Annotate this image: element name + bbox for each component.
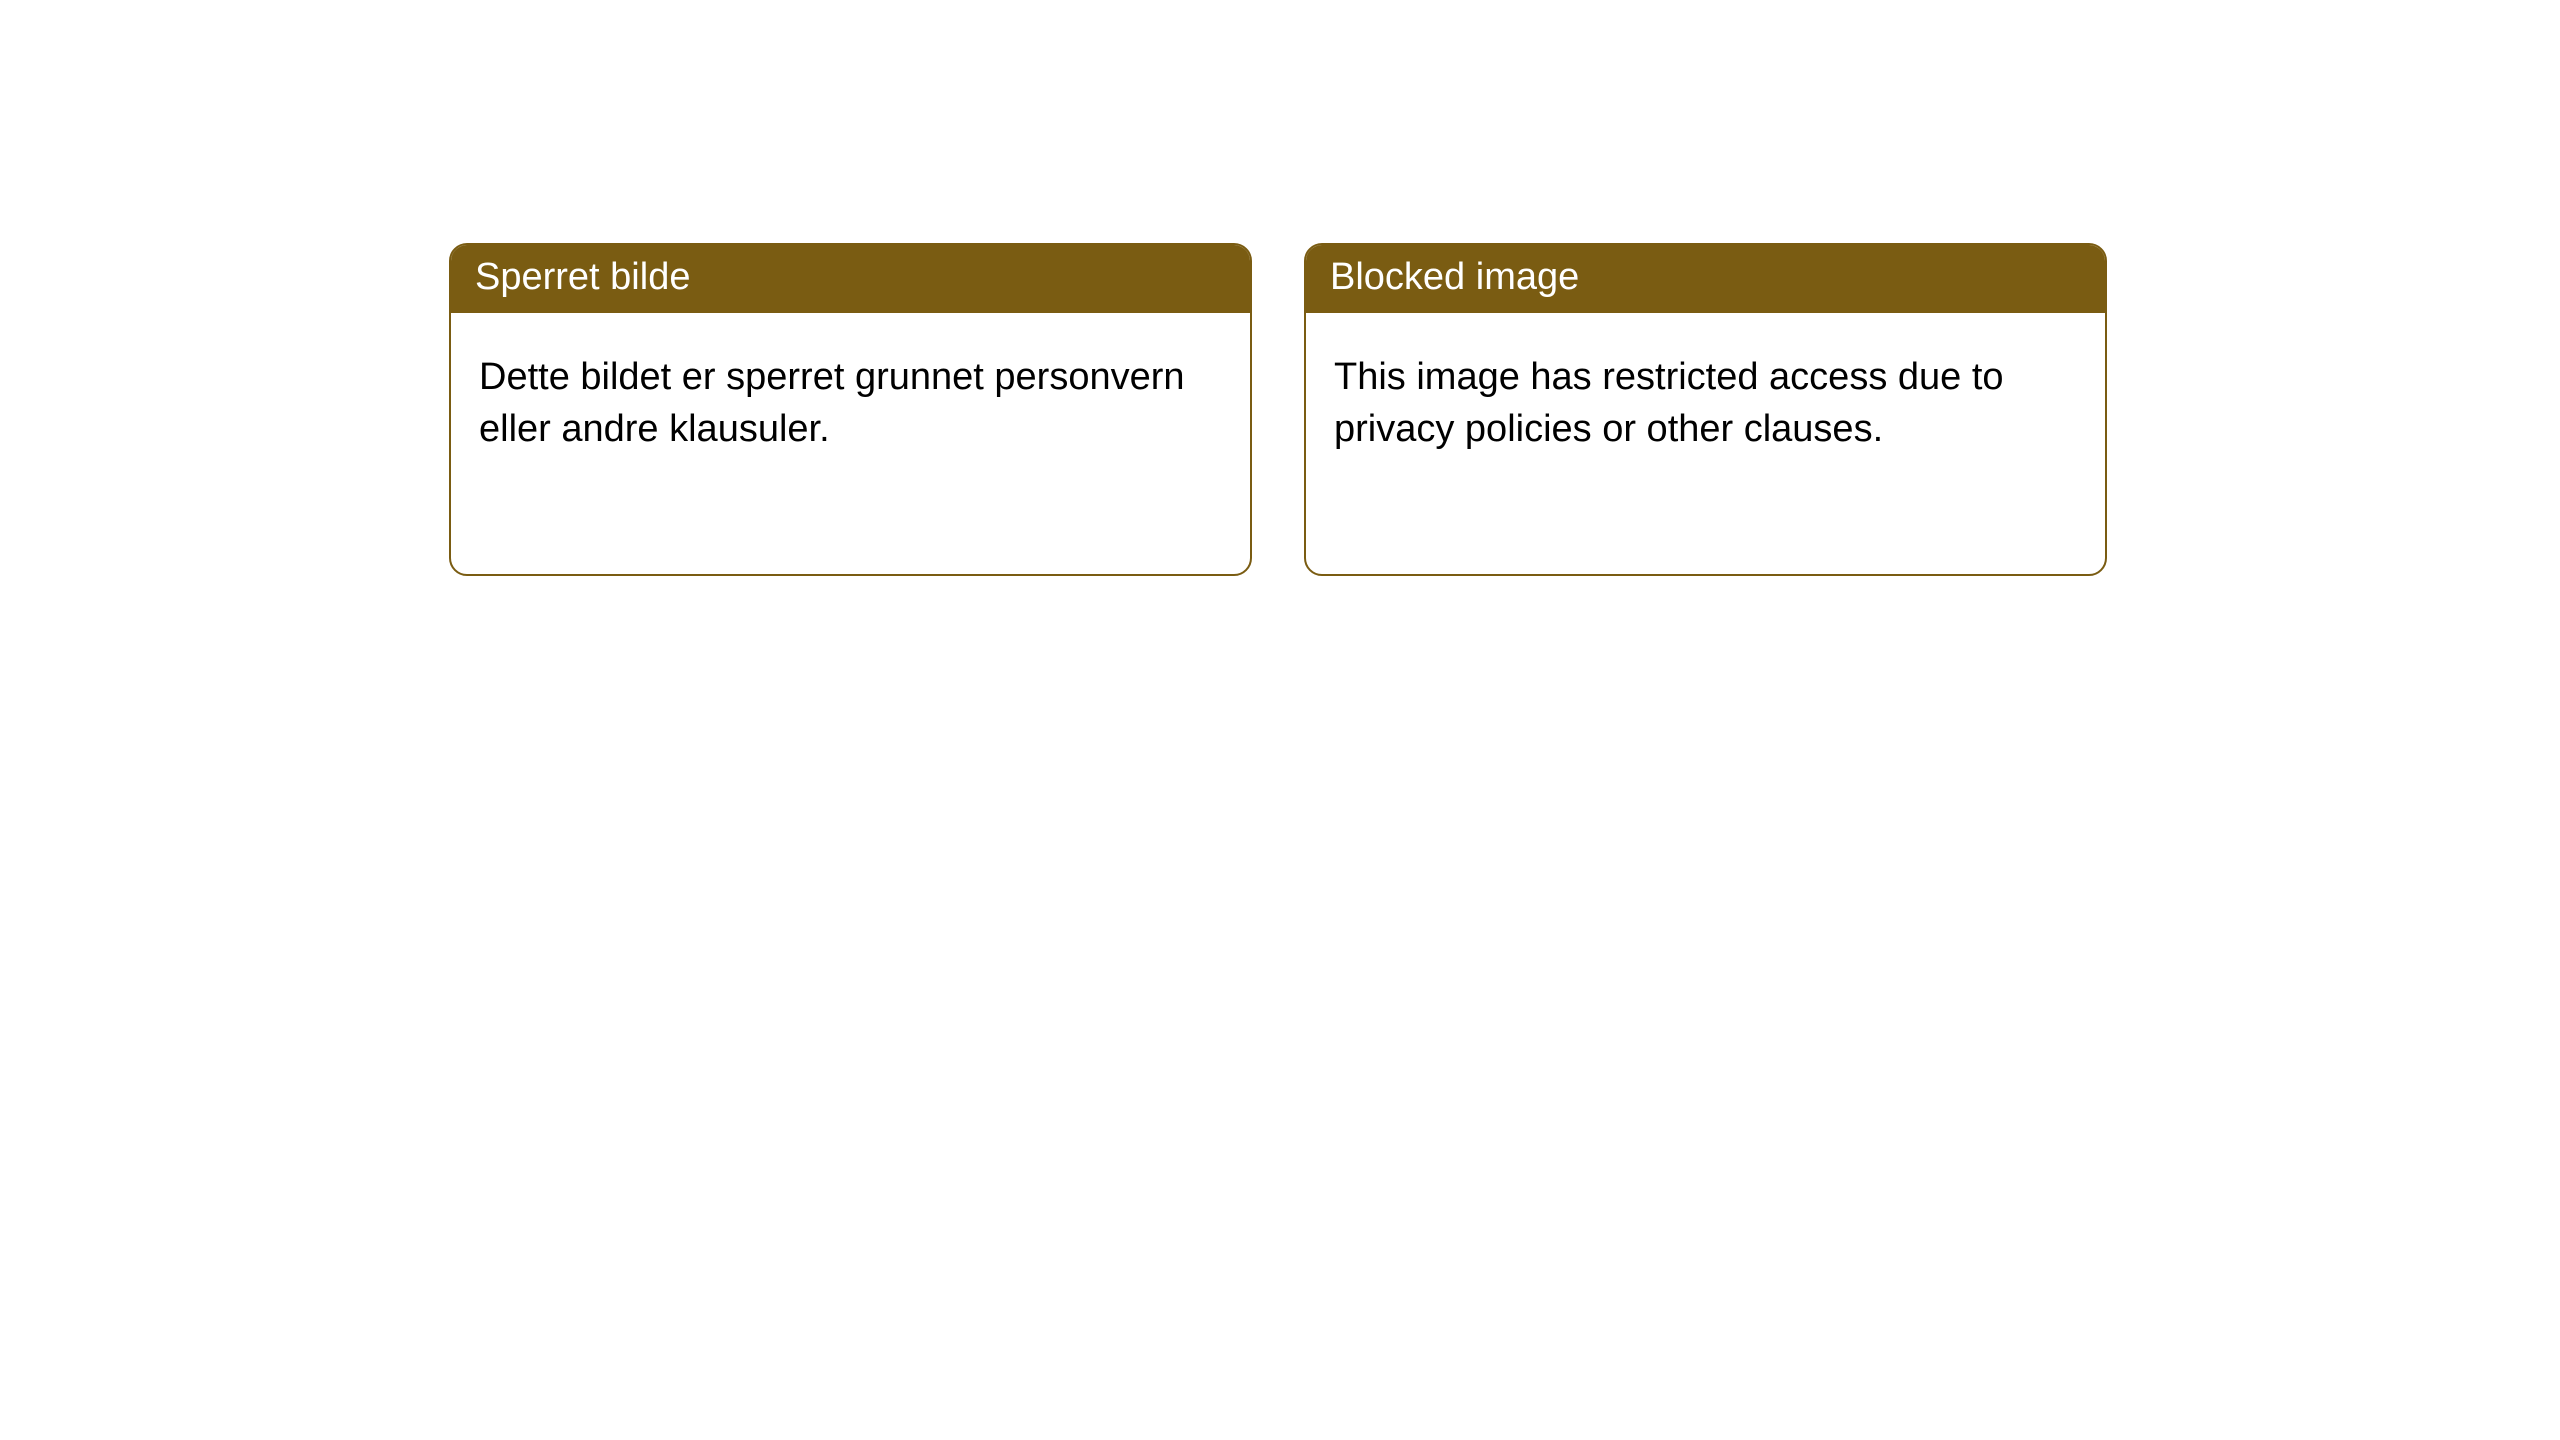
notice-body-norwegian: Dette bildet er sperret grunnet personve… (451, 313, 1250, 484)
notice-box-norwegian: Sperret bilde Dette bildet er sperret gr… (449, 243, 1252, 576)
notice-container: Sperret bilde Dette bildet er sperret gr… (0, 0, 2560, 576)
notice-box-english: Blocked image This image has restricted … (1304, 243, 2107, 576)
notice-header-norwegian: Sperret bilde (451, 245, 1250, 313)
notice-body-english: This image has restricted access due to … (1306, 313, 2105, 484)
notice-header-english: Blocked image (1306, 245, 2105, 313)
